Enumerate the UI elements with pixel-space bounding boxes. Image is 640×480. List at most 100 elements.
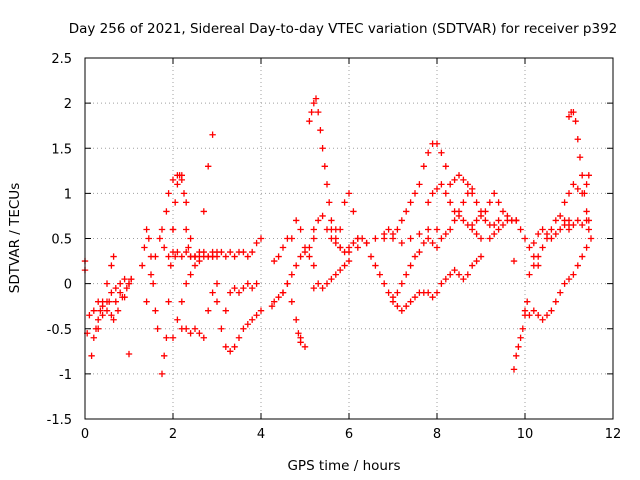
series-track-aj: [561, 172, 592, 206]
data-point: [565, 113, 573, 120]
data-point: [244, 321, 251, 328]
data-point: [403, 208, 410, 215]
data-point: [310, 262, 317, 269]
data-point: [477, 253, 485, 260]
data-point: [117, 280, 124, 287]
data-point: [477, 212, 485, 220]
x-tick-label: 12: [605, 427, 622, 442]
data-point: [398, 217, 405, 224]
data-point: [535, 253, 542, 260]
data-point: [128, 275, 135, 283]
data-point: [548, 235, 555, 242]
data-point: [306, 244, 313, 251]
data-point: [447, 199, 454, 206]
data-point: [394, 226, 401, 233]
data-point: [429, 190, 436, 197]
data-point: [425, 199, 432, 206]
data-point: [442, 230, 449, 238]
data-point: [585, 172, 592, 179]
data-point: [108, 289, 115, 296]
series-track-p: [279, 235, 317, 296]
data-point: [152, 307, 159, 314]
data-point: [257, 235, 265, 242]
data-point: [389, 230, 397, 238]
data-point: [552, 217, 559, 224]
data-point: [572, 117, 579, 125]
data-point: [180, 190, 188, 197]
data-point: [486, 235, 493, 242]
data-point: [539, 316, 546, 323]
data-point: [438, 280, 445, 287]
data-point: [455, 172, 463, 179]
data-point: [297, 253, 304, 260]
data-point: [570, 181, 577, 188]
data-point: [178, 253, 185, 260]
data-point: [209, 248, 216, 256]
data-point: [332, 271, 339, 278]
data-point: [315, 280, 322, 287]
data-point: [240, 325, 247, 332]
series-track-x: [381, 140, 449, 242]
data-point: [231, 284, 238, 292]
data-point: [158, 370, 166, 378]
data-point: [191, 325, 199, 332]
data-point: [403, 302, 410, 310]
data-point: [473, 257, 480, 265]
data-point: [411, 190, 419, 197]
data-point: [306, 253, 313, 260]
data-point: [218, 248, 225, 256]
data-point: [491, 190, 498, 197]
data-point: [328, 217, 335, 224]
y-tick-label: -0.5: [47, 323, 72, 338]
data-point: [433, 185, 441, 193]
data-point: [499, 208, 507, 215]
data-point: [326, 199, 333, 206]
data-point: [433, 226, 441, 233]
data-point: [222, 343, 229, 350]
data-point: [451, 217, 458, 224]
data-point: [110, 316, 117, 323]
series-track-y: [389, 253, 485, 314]
data-point: [526, 312, 533, 319]
data-point: [579, 253, 586, 260]
data-point: [420, 163, 427, 170]
data-point: [451, 176, 458, 184]
data-point: [491, 221, 498, 229]
data-point: [321, 163, 328, 170]
data-point: [147, 271, 155, 278]
data-point: [183, 325, 190, 332]
data-point: [407, 199, 414, 206]
data-point: [284, 280, 291, 287]
data-point: [279, 244, 287, 251]
data-point: [579, 172, 586, 179]
y-tick-label: 0: [64, 278, 72, 293]
data-point: [235, 289, 243, 296]
chart-title: Day 256 of 2021, Sidereal Day-to-day VTE…: [69, 21, 618, 37]
data-point: [293, 262, 300, 269]
data-point: [319, 284, 326, 292]
data-point: [235, 334, 243, 341]
series-track-af: [521, 235, 595, 323]
data-point: [381, 235, 388, 242]
data-point: [552, 298, 559, 305]
data-point: [429, 239, 436, 247]
data-point: [145, 235, 152, 242]
data-point: [143, 226, 150, 233]
data-point: [209, 131, 216, 138]
data-point: [271, 257, 278, 265]
data-point: [200, 334, 207, 341]
data-point: [420, 239, 427, 247]
data-point: [557, 212, 564, 220]
data-point: [350, 239, 357, 247]
data-point: [345, 257, 353, 265]
axis-tick-labels: 0 2 4 6 8 10 12 -1.5 -1 -0.5 0 0.5 1 1.5 2 2.5: [47, 52, 622, 442]
data-point: [394, 302, 401, 310]
data-point: [196, 330, 203, 337]
data-point: [367, 253, 375, 260]
data-point: [354, 235, 361, 242]
data-point: [253, 239, 260, 247]
data-point: [323, 181, 331, 188]
data-point: [552, 230, 559, 238]
data-point: [123, 284, 130, 292]
